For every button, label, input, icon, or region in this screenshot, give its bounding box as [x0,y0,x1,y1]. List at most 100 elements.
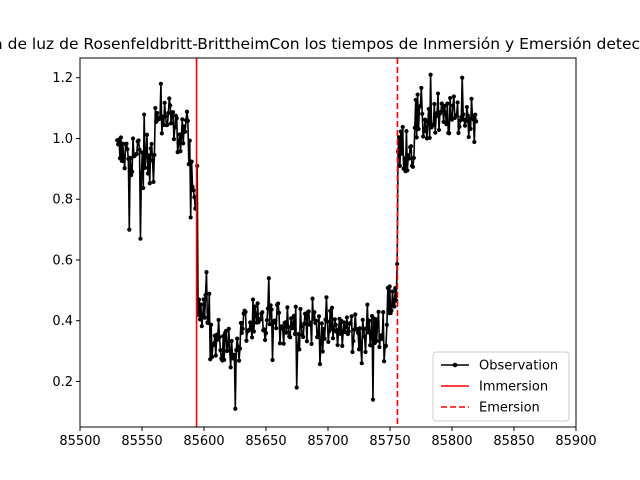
observation-point [435,91,441,96]
observation-point [260,310,265,315]
observation-point [196,297,202,302]
observation-point [393,285,398,291]
x-tick-label: 85900 [555,434,596,449]
observation-point [414,135,419,140]
observation-point [283,320,288,325]
observation-point [281,341,286,346]
observation-point [365,302,370,307]
observation-point [306,309,311,314]
observation-point [314,318,319,323]
observation-point [338,331,343,336]
observation-point [359,361,364,366]
observation-point [182,129,188,134]
observation-point [402,156,407,161]
observation-point [145,171,150,176]
observation-point [142,112,147,117]
x-tick-label: 85800 [431,434,472,449]
observation-point [137,147,142,152]
observation-point [398,129,403,134]
observation-point [304,339,310,344]
y-tick-label: 0.8 [52,193,73,208]
observation-point [216,317,221,323]
observation-point [274,326,279,331]
observation-point [277,341,283,346]
observation-point [351,338,356,344]
observation-point [418,103,423,109]
observation-point [255,301,260,306]
observation-point [432,101,437,107]
observation-point [170,110,176,115]
observation-point [140,150,145,155]
observation-point [134,151,139,157]
observation-point [227,348,232,353]
observation-point [367,318,372,323]
observation-point [250,297,256,302]
x-axis: 85500 85550 85600 85650 85700 85750 85800 85850… [59,427,597,449]
observation-point [450,103,456,108]
observation-point [231,356,236,361]
observation-point [171,137,177,142]
observation-point [251,329,257,334]
observation-point [280,326,285,331]
observation-point [332,317,337,322]
observation-point [190,184,195,189]
legend-label-observation: Observation [479,359,558,374]
observation-point [121,155,126,160]
observation-point [253,312,258,317]
observation-point [291,313,296,318]
observation-point [266,276,271,281]
observation-point [465,113,470,118]
observation-point [318,341,323,346]
observation-point [158,81,164,86]
observation-point [384,322,389,327]
observation-point [252,304,257,309]
observation-point [289,321,295,326]
observation-point [445,101,450,106]
observation-point [299,324,304,329]
observation-point [317,361,323,367]
observation-point [469,96,474,101]
observation-point [343,324,349,330]
observation-point [214,332,219,337]
observation-point [276,310,282,315]
observation-point [466,134,471,140]
observation-point [179,134,184,140]
observation-point [321,326,326,332]
observation-point [294,385,299,390]
observation-point [286,324,291,330]
observation-point [153,105,158,111]
observation-point [387,284,392,289]
observation-point [141,185,146,191]
observation-point [457,124,462,129]
observation-point [415,92,420,97]
observation-point [340,343,345,348]
observation-point [454,112,459,118]
observation-point [129,169,135,174]
observation-point [222,357,227,362]
observation-point [419,85,424,91]
observation-point [143,165,148,170]
observation-point [349,314,354,319]
observation-point [292,331,297,337]
observation-point [389,308,394,313]
observation-point [180,117,185,122]
observation-point [444,122,449,127]
observation-point [428,72,433,77]
x-tick-label: 85850 [493,434,534,449]
observation-point [221,333,226,339]
observation-point [426,106,431,112]
observation-point [203,293,208,298]
observation-point [425,119,430,125]
x-tick-label: 85750 [369,434,410,449]
observation-point [468,126,473,132]
observation-point [155,110,160,116]
observation-point [362,334,367,339]
observation-point [407,156,412,161]
observation-point [235,336,240,341]
observation-point [159,131,164,136]
observation-point [376,309,381,314]
observation-point [236,358,242,363]
observation-point [353,312,358,317]
observation-point [326,339,331,344]
observation-point [420,111,425,116]
